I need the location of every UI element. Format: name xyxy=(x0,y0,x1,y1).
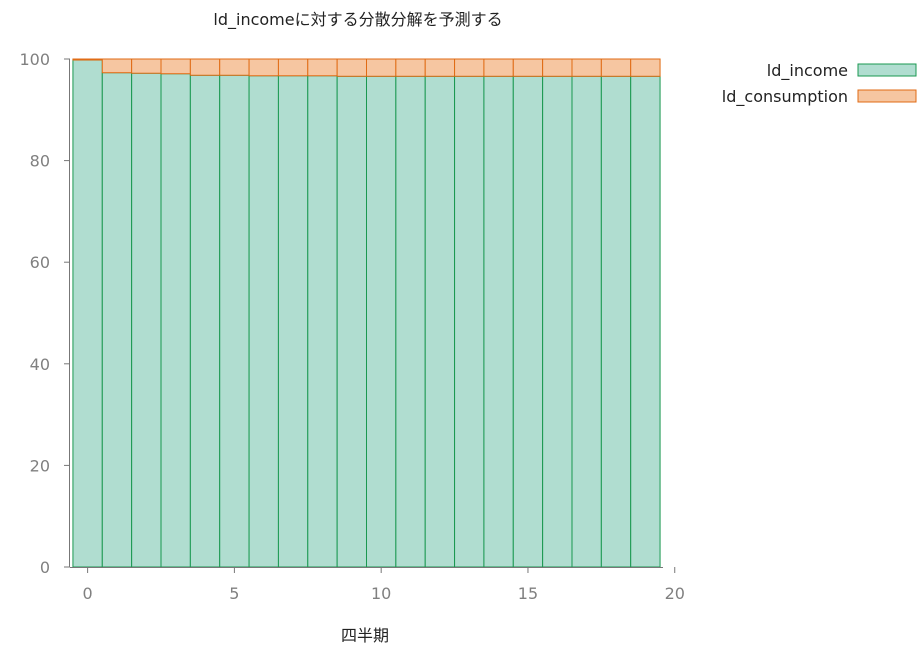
bar-ld_consumption-3 xyxy=(160,58,191,75)
x-tick-label: 20 xyxy=(665,584,685,603)
bar-ld_income-1 xyxy=(101,72,133,568)
bar-ld_consumption-5 xyxy=(219,58,250,76)
bar-ld_consumption-10 xyxy=(366,58,397,77)
legend-label-ld_income: ld_income xyxy=(767,61,848,81)
x-tick-label: 10 xyxy=(371,584,391,603)
y-tick-label: 0 xyxy=(40,558,50,577)
bar-ld_consumption-2 xyxy=(131,58,162,74)
bar-ld_income-2 xyxy=(131,72,162,568)
bar-ld_income-3 xyxy=(160,73,191,568)
bar-ld_consumption-14 xyxy=(483,58,514,77)
bar-ld_income-18 xyxy=(600,75,632,568)
bar-ld_consumption-8 xyxy=(307,58,338,77)
bar-ld_income-9 xyxy=(336,75,367,568)
bar-ld_consumption-15 xyxy=(512,58,544,77)
bar-ld_income-0 xyxy=(72,59,103,568)
axes-layer: 0 20 40 60 80 100 0 5 10 15 20 xyxy=(19,50,684,603)
bar-ld_income-16 xyxy=(542,75,573,568)
bar-ld_consumption-17 xyxy=(571,58,602,77)
y-tick-label: 20 xyxy=(30,456,50,475)
bar-ld_income-10 xyxy=(366,75,397,568)
y-tick-label: 60 xyxy=(30,253,50,272)
x-tick-label: 0 xyxy=(83,584,93,603)
bar-ld_income-13 xyxy=(454,75,485,568)
bar-ld_income-12 xyxy=(424,75,456,568)
bar-ld_consumption-11 xyxy=(395,58,426,77)
y-tick-label: 100 xyxy=(19,50,50,69)
bar-ld_income-4 xyxy=(189,74,221,568)
bar-ld_income-15 xyxy=(512,75,544,568)
bar-ld_consumption-16 xyxy=(542,58,573,77)
x-tick-label: 5 xyxy=(229,584,239,603)
bar-ld_consumption-19 xyxy=(630,58,661,77)
bar-ld_consumption-9 xyxy=(336,58,367,77)
bar-ld_consumption-7 xyxy=(277,58,309,77)
bar-ld_income-17 xyxy=(571,75,602,568)
bar-ld_income-5 xyxy=(219,74,250,568)
legend-swatch-ld_income xyxy=(857,63,917,77)
bar-ld_consumption-1 xyxy=(101,58,133,74)
bar-ld_consumption-0 xyxy=(72,58,103,61)
legend: ld_income ld_consumption xyxy=(722,61,917,107)
bar-ld_income-19 xyxy=(630,75,661,568)
x-axis-label: 四半期 xyxy=(341,626,389,645)
bar-ld_consumption-13 xyxy=(454,58,485,77)
y-tick-label: 40 xyxy=(30,355,50,374)
bar-ld_income-8 xyxy=(307,75,338,568)
bar-ld_income-11 xyxy=(395,75,426,568)
bar-ld_income-14 xyxy=(483,75,514,568)
bar-ld_consumption-12 xyxy=(424,58,456,77)
x-tick-label: 15 xyxy=(518,584,538,603)
y-tick-label: 80 xyxy=(30,152,50,171)
bar-ld_consumption-6 xyxy=(248,58,279,77)
chart-title: ld_incomeに対する分散分解を予測する xyxy=(213,10,502,30)
bar-ld_consumption-18 xyxy=(600,58,632,77)
bars-layer xyxy=(72,58,661,568)
legend-swatch-ld_consumption xyxy=(857,89,917,103)
bar-ld_income-7 xyxy=(277,75,309,568)
bar-ld_income-6 xyxy=(248,75,279,568)
legend-label-ld_consumption: ld_consumption xyxy=(722,87,848,107)
bar-ld_consumption-4 xyxy=(189,58,221,76)
